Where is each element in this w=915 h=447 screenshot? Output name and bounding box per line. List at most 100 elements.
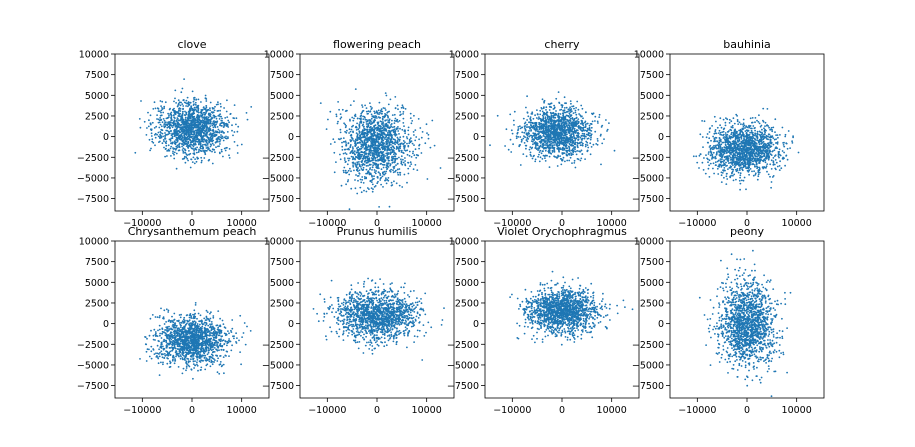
scatter-point: [206, 149, 208, 152]
scatter-point: [195, 106, 198, 109]
scatter-point: [183, 130, 186, 133]
scatter-point: [181, 145, 184, 148]
scatter-point: [551, 136, 554, 139]
scatter-point: [192, 143, 195, 146]
scatter-point: [542, 130, 545, 133]
scatter-point: [337, 101, 339, 103]
scatter-point: [233, 131, 236, 133]
scatter-point: [368, 172, 371, 174]
scatter-point: [353, 114, 356, 117]
scatter-point: [342, 140, 345, 143]
scatter-point: [193, 109, 196, 111]
scatter-point: [735, 178, 737, 181]
scatter-point: [365, 132, 367, 134]
scatter-point: [166, 155, 168, 157]
scatter-point: [761, 128, 763, 131]
scatter-point: [368, 121, 371, 123]
scatter-point: [380, 121, 383, 123]
scatter-point: [356, 147, 358, 150]
scatter-point: [537, 147, 539, 150]
scatter-point: [222, 139, 225, 142]
scatter-point: [163, 107, 166, 110]
scatter-point: [351, 116, 354, 119]
scatter-point: [402, 122, 405, 124]
scatter-point: [769, 175, 771, 178]
scatter-point: [361, 160, 363, 163]
scatter-point: [371, 179, 373, 182]
scatter-point: [211, 162, 214, 165]
scatter-point: [365, 149, 367, 152]
scatter-point: [228, 121, 231, 124]
scatter-point: [565, 102, 567, 105]
scatter-point: [356, 136, 359, 138]
scatter-point: [168, 114, 170, 117]
scatter-point: [185, 99, 188, 102]
scatter-point: [356, 161, 359, 164]
scatter-point: [378, 206, 380, 208]
scatter-point: [347, 159, 350, 162]
scatter-point: [152, 141, 155, 144]
scatter-point: [720, 174, 723, 177]
scatter-point: [237, 125, 240, 128]
scatter-point: [161, 142, 164, 145]
scatter-point: [367, 123, 369, 125]
scatter-point: [359, 186, 362, 189]
scatter-point: [378, 116, 381, 119]
scatter-point: [366, 113, 369, 115]
scatter-point: [211, 117, 213, 120]
scatter-point: [183, 134, 186, 137]
scatter-point: [170, 145, 173, 148]
scatter-point: [369, 151, 372, 154]
scatter-point: [184, 155, 186, 158]
scatter-point: [358, 169, 361, 172]
scatter-point: [352, 162, 355, 165]
scatter-point: [162, 135, 165, 138]
scatter-point: [396, 136, 399, 139]
scatter-point: [181, 139, 184, 142]
scatter-point: [584, 126, 587, 129]
scatter-point: [361, 106, 364, 108]
scatter-point: [542, 142, 544, 145]
scatter-point: [373, 146, 376, 149]
scatter-point: [575, 129, 578, 131]
scatter-point: [170, 155, 172, 157]
scatter-point: [530, 124, 532, 126]
scatter-point: [350, 150, 353, 153]
y-tick-label: 2500: [270, 111, 294, 122]
scatter-point: [564, 160, 566, 163]
scatter-point: [355, 156, 357, 159]
scatter-point: [196, 114, 199, 116]
scatter-point: [384, 179, 386, 182]
scatter-point: [526, 136, 529, 139]
scatter-point: [359, 121, 361, 124]
scatter-point: [348, 173, 351, 176]
scatter-point: [214, 134, 217, 137]
scatter-point: [166, 117, 169, 120]
scatter-point: [431, 119, 434, 122]
scatter-point: [189, 141, 192, 144]
scatter-point: [544, 137, 547, 140]
scatter-point: [184, 130, 187, 132]
scatter-point: [384, 92, 387, 94]
scatter-point: [174, 148, 177, 151]
scatter-point: [537, 133, 540, 136]
scatter-point: [396, 146, 398, 149]
scatter-point: [372, 115, 375, 118]
scatter-point: [404, 141, 406, 144]
scatter-point: [181, 149, 184, 151]
scatter-point: [540, 107, 543, 109]
scatter-point: [191, 161, 194, 164]
scatter-point: [391, 145, 394, 148]
scatter-point: [535, 134, 538, 137]
scatter-point: [391, 161, 394, 164]
scatter-point: [594, 130, 597, 133]
scatter-point: [553, 144, 556, 146]
scatter-point: [350, 139, 353, 142]
scatter-point: [553, 155, 555, 158]
scatter-point: [562, 139, 565, 141]
scatter-point: [215, 117, 218, 120]
scatter-point: [191, 116, 194, 119]
scatter-point: [181, 118, 184, 120]
scatter-point: [538, 153, 540, 156]
scatter-point: [791, 140, 793, 143]
